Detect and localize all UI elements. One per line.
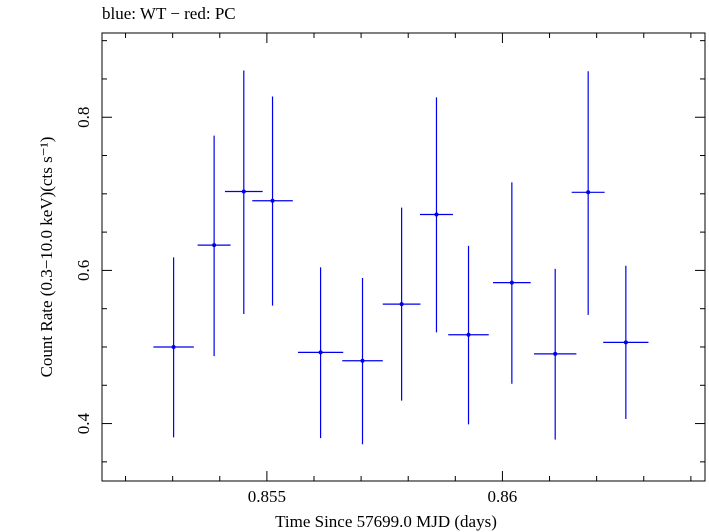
y-tick-label: 0.6 [74,260,93,281]
data-marker [434,212,439,217]
x-axis-label: Time Since 57699.0 MJD (days) [275,512,497,531]
data-point [297,267,344,439]
data-point [533,268,577,440]
data-point [342,278,383,445]
data-point [448,245,489,425]
plot-frame [101,32,706,482]
data-point [493,182,531,384]
data-marker [318,350,323,355]
data-marker [360,358,365,363]
y-axis-label: Count Rate (0.3−10.0 keV)(cts s⁻¹) [37,137,56,378]
x-tick-label: 0.86 [488,487,518,506]
data-point [197,135,231,357]
data-marker [399,302,404,307]
data-point [224,70,263,315]
data-marker [553,351,558,356]
data-point [571,71,605,315]
data-point [153,257,194,438]
y-tick-label: 0.4 [74,412,93,434]
data-marker [586,190,591,195]
data-marker [171,344,176,349]
tick-labels: 0.855 0.86 0.4 0.6 0.8 [74,107,517,506]
data-point [603,265,649,419]
axis-ticks [102,33,705,481]
y-tick-label: 0.8 [74,107,93,128]
data-marker [509,280,514,285]
data-point [382,207,421,401]
data-point [419,97,453,333]
chart-title: blue: WT − red: PC [102,4,236,23]
data-point [252,96,293,306]
x-tick-label: 0.855 [248,487,286,506]
data-marker [466,332,471,337]
data-marker [212,243,217,248]
data-points [153,70,649,445]
data-marker [241,189,246,194]
data-marker [623,340,628,345]
data-marker [270,198,275,203]
